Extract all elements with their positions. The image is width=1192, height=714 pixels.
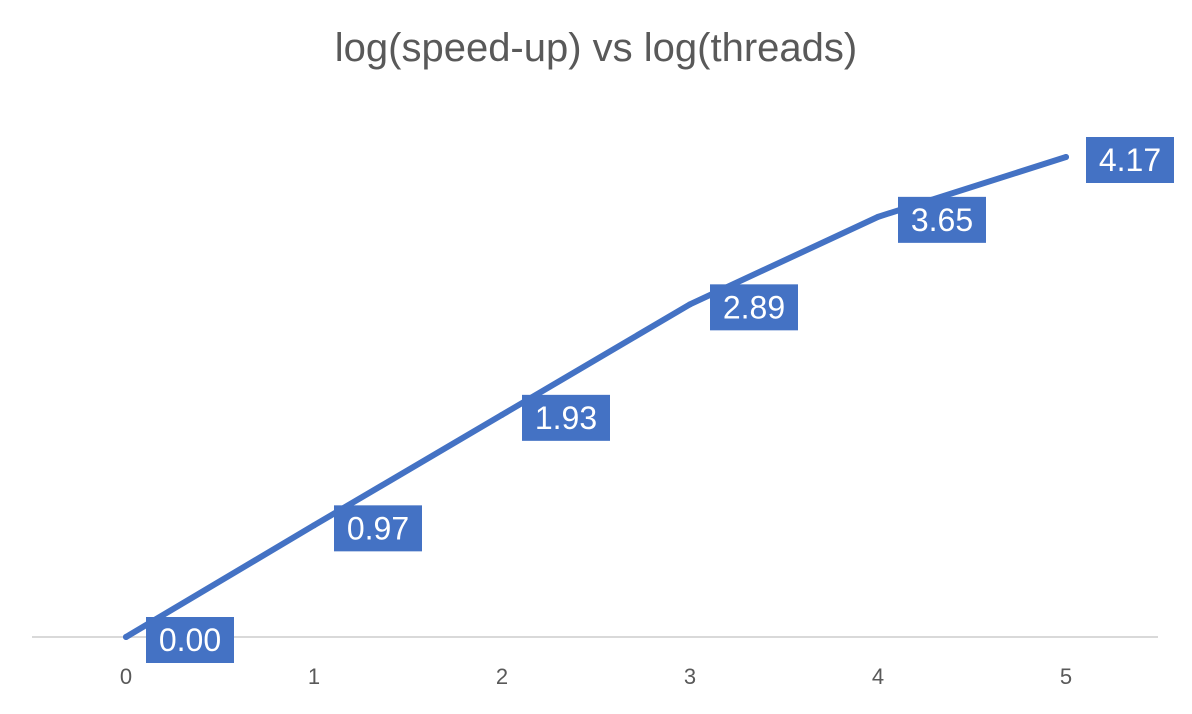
data-label: 0.00 <box>159 622 221 658</box>
data-label-box <box>334 505 422 552</box>
data-label-box <box>710 284 798 331</box>
chart-title: log(speed-up) vs log(threads) <box>334 26 858 70</box>
x-tick-label: 2 <box>496 664 508 689</box>
data-point <box>499 411 505 418</box>
data-point <box>1063 154 1069 160</box>
x-tick-label: 4 <box>872 664 884 689</box>
data-label: 3.65 <box>911 202 973 238</box>
x-tick-label: 0 <box>120 664 132 689</box>
data-point <box>875 213 881 220</box>
data-label: 0.97 <box>347 510 409 546</box>
data-label: 2.89 <box>723 289 785 325</box>
x-tick-label: 5 <box>1060 664 1072 689</box>
data-label-box <box>146 617 234 663</box>
data-point <box>687 301 693 308</box>
x-tick-label: 3 <box>684 664 696 689</box>
data-point <box>123 634 129 640</box>
data-label: 4.17 <box>1099 142 1161 178</box>
data-label-box <box>1086 137 1174 183</box>
x-tick-label: 1 <box>308 664 320 689</box>
data-point <box>311 522 317 529</box>
data-label: 1.93 <box>535 400 597 436</box>
data-label-box <box>522 394 610 441</box>
data-label-box <box>898 196 986 243</box>
